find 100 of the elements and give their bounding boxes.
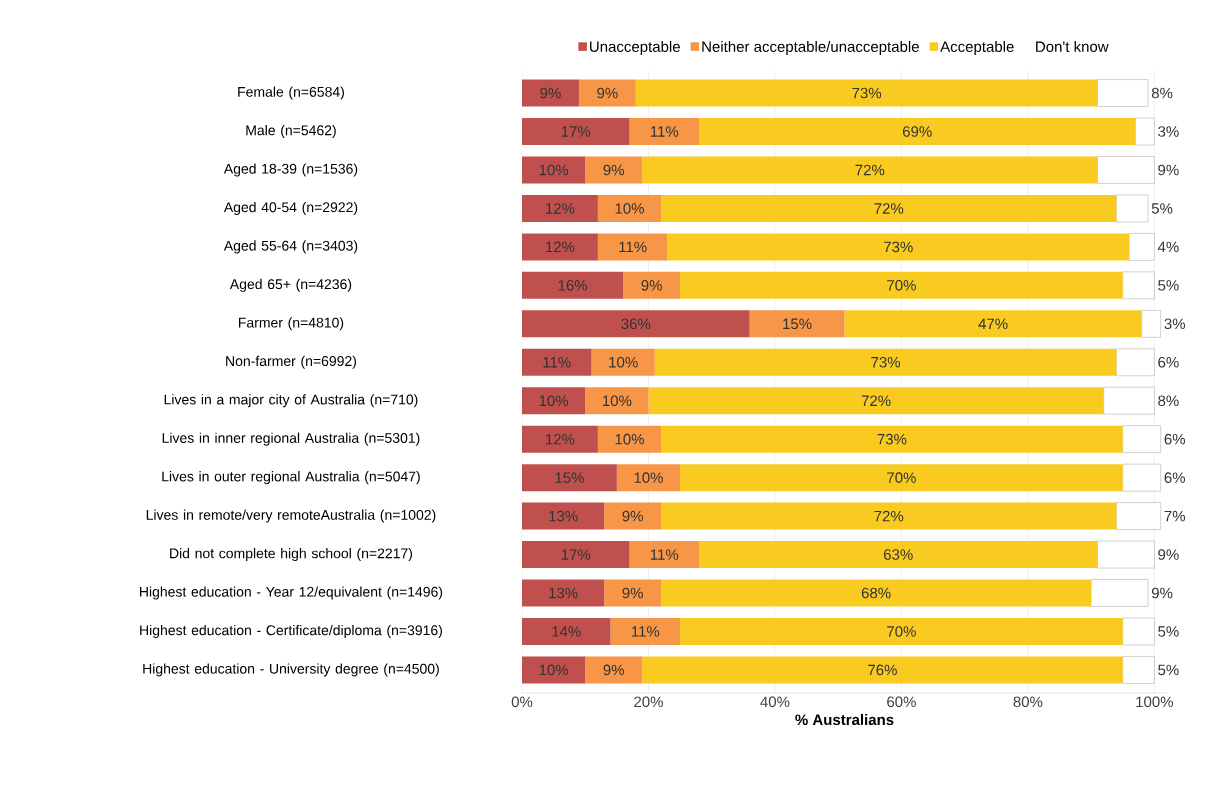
bar	[1141, 310, 1161, 338]
data-label: 36%	[621, 318, 651, 330]
data-label: 73%	[871, 356, 901, 368]
bar	[522, 464, 617, 492]
bar	[642, 156, 1098, 184]
bar	[522, 118, 630, 146]
data-label: 17%	[561, 549, 591, 560]
bar	[680, 271, 1123, 299]
x-tick-label: 20%	[634, 696, 663, 708]
bar	[1122, 425, 1161, 453]
bar	[648, 387, 1104, 415]
y-tick-label: Aged 18-39 (n=1536)	[223, 163, 358, 177]
data-label: 63%	[884, 549, 913, 560]
bar	[680, 617, 1123, 645]
y-tick-label: Did not complete high school (n=2217)	[170, 548, 413, 562]
bar	[1090, 579, 1149, 607]
bar	[585, 387, 649, 415]
data-label: 9%	[641, 280, 662, 291]
data-label: 11%	[650, 126, 679, 137]
bar	[522, 541, 630, 569]
data-label: 9%	[603, 164, 624, 176]
y-tick-label: Male (n=5462)	[246, 125, 336, 139]
data-label: 70%	[887, 472, 916, 483]
bar	[522, 617, 611, 645]
data-label: 9%	[1158, 549, 1179, 560]
data-label: 76%	[868, 664, 897, 676]
bar	[522, 502, 605, 530]
bar	[522, 79, 579, 107]
bar	[604, 579, 662, 607]
data-label: 9%	[597, 87, 618, 99]
data-label: 7%	[1164, 510, 1186, 522]
bar	[1116, 348, 1155, 377]
bar	[680, 464, 1123, 492]
bar	[749, 310, 845, 338]
bar	[1122, 463, 1161, 492]
data-label: 6%	[1164, 433, 1186, 445]
data-label: 5%	[1158, 280, 1179, 291]
bar	[585, 156, 643, 184]
data-label: 10%	[539, 664, 569, 676]
data-label: 9%	[540, 87, 561, 99]
data-label: 5%	[1158, 626, 1179, 637]
data-label: 11%	[650, 549, 679, 560]
data-label: 72%	[874, 203, 904, 214]
data-label: 14%	[552, 626, 581, 637]
data-label: 10%	[539, 164, 569, 176]
bar	[661, 579, 1092, 607]
data-label: 9%	[1158, 164, 1179, 176]
data-label: 10%	[615, 203, 644, 214]
y-tick-label: Lives in inner regional Australia (n=5301)	[162, 432, 420, 446]
data-label: 70%	[887, 280, 916, 291]
data-label: 9%	[603, 664, 624, 676]
data-label: 3%	[1164, 318, 1186, 330]
x-tick-label: 80%	[1013, 696, 1043, 708]
bar	[522, 348, 592, 376]
y-tick-label: Highest education - University degree (n=4500)	[143, 663, 439, 677]
bar	[629, 541, 700, 569]
bar	[623, 271, 681, 299]
data-label: 13%	[549, 510, 578, 522]
data-label: 70%	[887, 626, 916, 637]
data-label: 13%	[549, 587, 578, 599]
data-label: 72%	[861, 395, 891, 407]
bar	[699, 118, 1136, 146]
bar	[654, 348, 1117, 376]
data-label: 8%	[1158, 395, 1179, 407]
bar	[522, 233, 598, 261]
legend-label: Unacceptable	[590, 40, 680, 55]
legend-label: Neither acceptable/unacceptable	[702, 40, 919, 55]
x-axis-title: % Australians	[795, 714, 894, 726]
data-label: 47%	[978, 318, 1008, 330]
bar	[597, 194, 662, 222]
data-label: 73%	[852, 87, 882, 99]
data-label: 8%	[1151, 87, 1173, 99]
y-tick-label: Farmer (n=4810)	[239, 317, 344, 331]
data-label: 3%	[1158, 126, 1179, 137]
y-tick-label: Lives in a major city of Australia (n=710)	[164, 394, 418, 408]
data-label: 16%	[558, 280, 588, 291]
bar	[522, 194, 598, 222]
bar	[1122, 656, 1155, 684]
data-label: 12%	[546, 203, 575, 214]
bar	[661, 425, 1123, 453]
bar	[578, 79, 636, 107]
bar	[522, 156, 586, 184]
bar	[1128, 233, 1155, 261]
y-tick-label: Highest education - Certificate/diploma (n=3916)	[140, 624, 442, 638]
data-label: 10%	[615, 433, 644, 445]
data-label: 11%	[543, 357, 571, 368]
data-label: 12%	[546, 241, 575, 253]
y-tick-label: Lives in outer regional Australia (n=5047)	[162, 471, 420, 485]
series-label: Don't know	[1036, 40, 1109, 52]
data-label: 17%	[561, 126, 591, 137]
bar	[635, 79, 1098, 107]
bar	[667, 233, 1130, 261]
legend-label: Acceptable	[940, 40, 1014, 55]
bar	[522, 656, 586, 684]
data-label: 15%	[783, 318, 812, 330]
y-tick-label: Highest education - Year 12/equivalent (n=1496)	[140, 586, 443, 600]
bar	[522, 310, 750, 338]
data-label: 72%	[874, 510, 904, 522]
bar	[591, 348, 655, 376]
data-label: 15%	[555, 472, 584, 483]
